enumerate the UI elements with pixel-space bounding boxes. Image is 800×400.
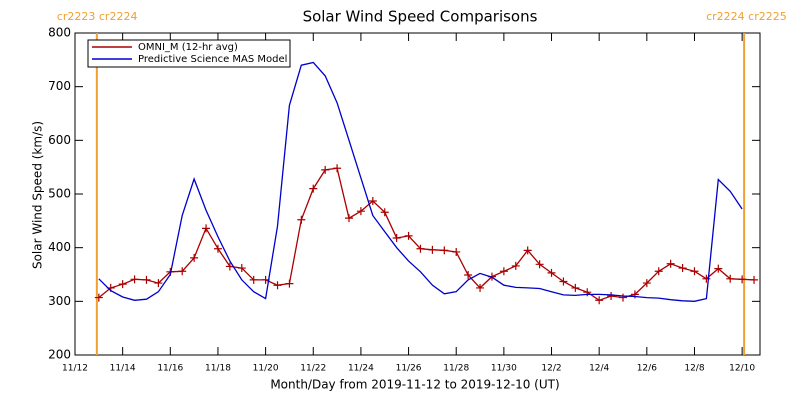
point-marker	[130, 275, 139, 284]
point-marker	[559, 277, 568, 286]
x-axis-label: Month/Day from 2019-11-12 to 2019-12-10 …	[270, 378, 559, 392]
x-tick-label: 12/6	[637, 364, 657, 374]
point-marker	[738, 275, 747, 284]
point-marker	[285, 279, 294, 288]
point-marker	[607, 291, 616, 300]
point-marker	[321, 165, 330, 174]
point-marker	[464, 271, 473, 280]
point-marker	[619, 293, 627, 302]
y-tick-label: 700	[48, 79, 71, 93]
point-marker	[345, 214, 353, 223]
point-marker	[428, 245, 437, 254]
annotation-label: cr2224 cr2225	[706, 10, 787, 23]
point-marker	[249, 275, 258, 284]
point-marker	[178, 267, 187, 276]
point-marker	[714, 264, 723, 273]
series-line	[98, 167, 755, 302]
point-marker	[642, 279, 651, 288]
y-axis-label: Solar Wind Speed (km/s)	[31, 121, 45, 269]
chart-title: Solar Wind Speed Comparisons	[303, 8, 538, 26]
point-marker	[452, 247, 461, 256]
x-tick-label: 11/18	[205, 364, 231, 374]
point-marker	[678, 264, 687, 273]
legend-label: OMNI_M (12-hr avg)	[138, 42, 238, 53]
point-marker	[511, 261, 520, 270]
point-marker	[416, 244, 425, 253]
point-marker	[595, 296, 604, 305]
y-tick-label: 600	[48, 133, 71, 147]
point-marker	[356, 207, 365, 216]
x-tick-label: 11/28	[443, 364, 469, 374]
x-tick-label: 12/2	[541, 364, 561, 374]
legend-label: Predictive Science MAS Model	[138, 54, 287, 65]
point-marker	[118, 280, 127, 289]
point-marker	[202, 224, 211, 233]
point-marker	[654, 267, 663, 276]
point-marker	[440, 246, 449, 255]
point-marker	[297, 215, 306, 224]
x-tick-label: 11/26	[396, 364, 422, 374]
x-tick-label: 11/16	[157, 364, 183, 374]
point-marker	[702, 274, 711, 283]
point-marker	[142, 275, 151, 284]
x-tick-label: 12/4	[589, 364, 609, 374]
point-marker	[571, 283, 580, 292]
point-marker	[94, 293, 103, 302]
point-marker	[154, 279, 163, 288]
y-tick-label: 500	[48, 187, 71, 201]
point-marker	[547, 268, 556, 277]
point-marker	[404, 231, 413, 240]
point-marker	[726, 274, 735, 283]
point-marker	[368, 196, 377, 205]
y-tick-label: 200	[48, 348, 71, 362]
y-tick-label: 300	[48, 294, 71, 308]
x-tick-label: 11/24	[348, 364, 374, 374]
point-marker	[476, 283, 485, 292]
annotation-label: cr2223 cr2224	[57, 10, 138, 23]
series-line	[98, 61, 743, 302]
point-marker	[666, 259, 675, 268]
x-tick-label: 11/22	[300, 364, 326, 374]
x-tick-label: 12/10	[729, 364, 755, 374]
x-tick-label: 11/20	[253, 364, 279, 374]
point-marker	[535, 260, 544, 269]
point-marker	[333, 164, 342, 173]
x-tick-label: 11/14	[110, 364, 136, 374]
point-marker	[380, 208, 389, 217]
plot-frame	[74, 32, 761, 356]
point-marker	[237, 264, 246, 273]
y-tick-label: 800	[48, 26, 71, 40]
y-tick-label: 400	[48, 240, 71, 254]
point-marker	[190, 253, 199, 262]
point-marker	[213, 244, 222, 253]
point-marker	[273, 281, 282, 290]
point-marker	[523, 246, 532, 255]
point-marker	[499, 267, 508, 276]
point-marker	[690, 267, 699, 276]
x-tick-label: 12/8	[684, 364, 704, 374]
x-tick-label: 11/30	[491, 364, 517, 374]
point-marker	[392, 234, 401, 243]
legend-box	[87, 39, 291, 68]
x-tick-label: 11/12	[62, 364, 88, 374]
point-marker	[309, 184, 318, 193]
point-marker	[750, 275, 759, 284]
